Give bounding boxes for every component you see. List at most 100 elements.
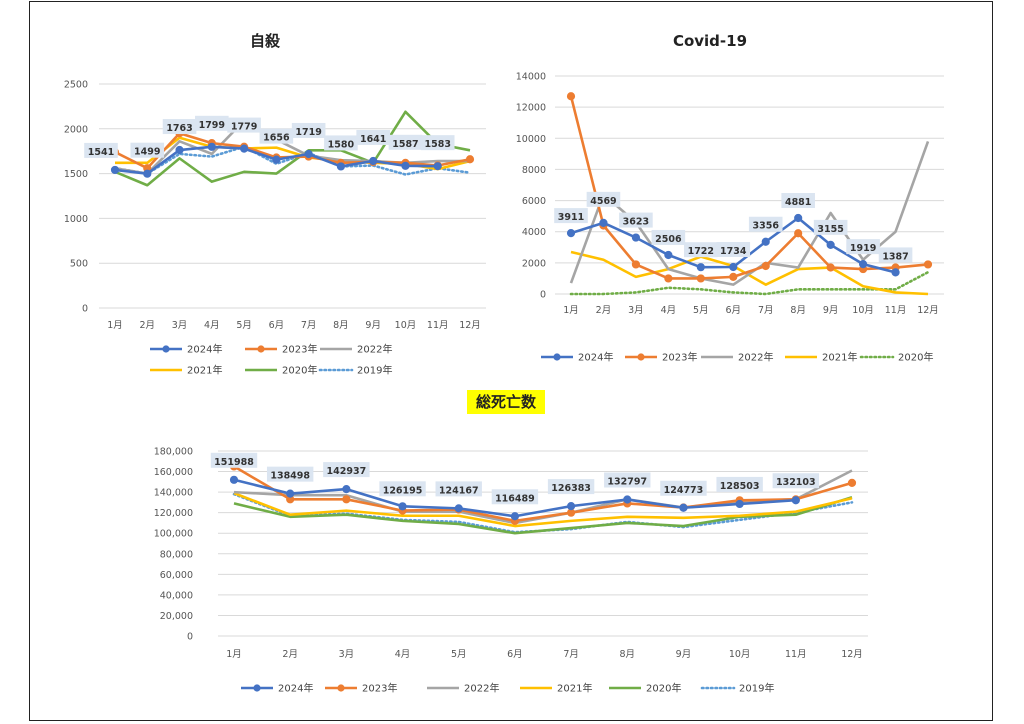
total-series-line-2020年 [233, 496, 853, 535]
suicide-point-2024年 [175, 145, 184, 155]
covid-point-2023年 [664, 274, 673, 283]
suicide-data-label-bg [227, 117, 261, 133]
covid-x-tick-label: 9月 [823, 305, 839, 316]
total-x-tick-label: 5月 [451, 649, 467, 660]
total-data-label: 132103 [776, 477, 816, 488]
total-point-2024年 [623, 495, 632, 504]
suicide-data-label: 1799 [199, 120, 225, 131]
covid-point-2024年 [664, 250, 673, 260]
total-data-label-bg [660, 480, 707, 496]
suicide-x-tick-label: 8月 [333, 320, 349, 331]
suicide-x-tick-label: 11月 [427, 320, 449, 331]
covid-point-2023年 [761, 261, 770, 271]
covid-data-label-bg [554, 208, 588, 224]
covid-data-label: 1387 [882, 251, 908, 262]
suicide-data-label-bg [195, 115, 229, 131]
total-point-2024年 [398, 502, 407, 511]
total-y-tick-label: 0 [187, 632, 193, 643]
covid-x-tick-label: 5月 [693, 305, 709, 316]
covid-data-label: 4881 [785, 197, 811, 208]
suicide-point-2024年 [401, 161, 410, 170]
suicide-y-tick-label: 2500 [64, 80, 88, 91]
suicide-legend-label: 2024年 [187, 343, 222, 356]
total-data-label-bg [379, 481, 426, 497]
covid-y-tick-label: 4000 [522, 227, 546, 238]
suicide-series-line-2020年 [114, 110, 471, 187]
covid-data-label: 3911 [558, 212, 584, 223]
total-data-label: 124773 [664, 485, 704, 496]
total-point-2024年 [229, 475, 239, 484]
covid-data-label: 3356 [753, 221, 780, 232]
covid-data-label: 1919 [850, 243, 876, 254]
total-legend-label: 2020年 [646, 682, 681, 695]
covid-legend-label: 2024年 [578, 351, 613, 364]
covid-data-label-bg [748, 216, 783, 232]
covid-x-tick-label: 6月 [725, 305, 741, 316]
suicide-x-tick-label: 12月 [459, 320, 481, 331]
covid-data-label: 4569 [590, 196, 616, 207]
suicide-data-label-bg [324, 135, 358, 151]
suicide-data-label: 1499 [134, 147, 160, 158]
covid-data-label-bg [684, 242, 718, 258]
covid-y-tick-label: 6000 [522, 196, 546, 207]
covid-point-2024年 [696, 263, 705, 272]
covid-point-2024年 [794, 213, 803, 223]
suicide-point-2024年 [433, 162, 442, 171]
total-y-tick-label: 80,000 [160, 549, 193, 560]
total-y-tick-label: 180,000 [154, 447, 193, 458]
suicide-data-label-bg [356, 129, 390, 145]
covid-data-label: 3623 [623, 217, 649, 228]
covid-x-tick-label: 12月 [917, 305, 939, 316]
total-series-line-2021年 [233, 491, 853, 528]
suicide-data-label: 1587 [392, 139, 418, 150]
covid-data-label-bg [716, 241, 751, 257]
total-point-2024年 [454, 504, 463, 513]
total-y-tick-label: 120,000 [154, 508, 193, 519]
suicide-data-label: 1583 [425, 139, 451, 150]
suicide-point-2024年 [336, 162, 346, 171]
covid-point-2024年 [631, 233, 641, 242]
total-point-2023年 [847, 478, 857, 487]
total-data-label-bg [435, 481, 482, 497]
suicide-data-label: 1763 [166, 123, 192, 134]
total-legend-label: 2022年 [464, 682, 499, 695]
suicide-point-2024年 [207, 142, 216, 151]
covid-series-line-2020年 [569, 270, 930, 296]
covid-x-tick-label: 2月 [596, 305, 612, 316]
covid-title: Covid-19 [673, 32, 747, 50]
suicide-point-2024年 [239, 144, 249, 153]
covid-legend-label: 2020年 [898, 351, 933, 364]
suicide-data-label-bg [388, 134, 423, 150]
suicide-point-2024年 [143, 169, 152, 178]
total-y-tick-label: 160,000 [154, 467, 193, 478]
total-legend-marker-2023年 [337, 684, 345, 692]
covid-data-label: 2506 [655, 234, 682, 245]
covid-point-2023年 [566, 92, 576, 101]
total-y-tick-label: 20,000 [160, 611, 193, 622]
suicide-x-tick-label: 1月 [107, 320, 123, 331]
total-y-tick-label: 60,000 [160, 570, 193, 581]
total-title-highlight [467, 390, 545, 414]
covid-y-tick-label: 14000 [516, 72, 546, 83]
covid-y-tick-label: 2000 [522, 258, 546, 269]
total-data-label-bg [604, 472, 651, 488]
total-x-tick-label: 7月 [563, 649, 579, 660]
covid-legend-label: 2021年 [822, 351, 857, 364]
suicide-data-label: 1641 [360, 134, 386, 145]
covid-x-tick-label: 7月 [758, 305, 774, 316]
total-y-tick-label: 140,000 [154, 488, 193, 499]
total-point-2024年 [566, 502, 576, 511]
suicide-legend-marker-2023年 [257, 345, 265, 353]
suicide-x-tick-label: 9月 [365, 320, 381, 331]
total-y-tick-label: 40,000 [160, 590, 193, 601]
suicide-data-label: 1541 [88, 147, 114, 158]
covid-data-label-bg [651, 229, 686, 245]
total-legend-marker-2024年 [253, 684, 261, 692]
covid-legend-marker-2024年 [553, 353, 561, 361]
total-legend-label: 2019年 [739, 682, 774, 695]
total-x-tick-label: 4月 [395, 649, 411, 660]
covid-data-label: 1734 [720, 246, 747, 257]
covid-data-label-bg [813, 219, 848, 235]
total-point-2023年 [342, 495, 351, 504]
